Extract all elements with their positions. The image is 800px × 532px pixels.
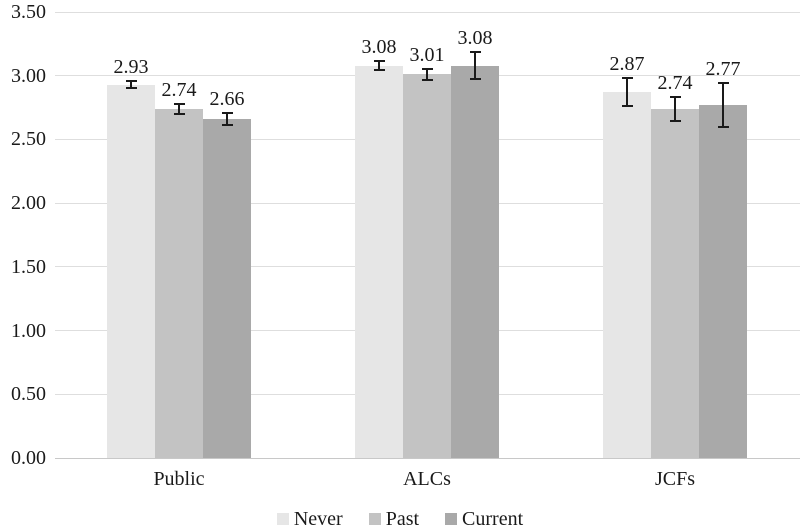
data-label: 2.66 bbox=[209, 87, 245, 110]
error-bar bbox=[378, 61, 380, 70]
category-label-public: Public bbox=[153, 468, 205, 490]
error-bar-cap-top bbox=[125, 79, 137, 82]
error-bar-cap-bottom bbox=[717, 125, 729, 128]
bar-past-alcs bbox=[403, 74, 451, 458]
legend-label: Current bbox=[462, 508, 524, 530]
error-bar-cap-top bbox=[221, 111, 233, 114]
data-label: 2.87 bbox=[609, 53, 645, 76]
y-tick-label: 0.50 bbox=[11, 383, 46, 406]
data-label: 3.08 bbox=[361, 36, 397, 59]
legend-label: Never bbox=[293, 508, 343, 530]
error-bar-cap-bottom bbox=[421, 78, 433, 81]
bar-current-jcfs bbox=[699, 105, 747, 458]
legend-item-never: Never bbox=[276, 507, 343, 531]
data-label: 2.74 bbox=[657, 71, 693, 94]
error-bar-cap-bottom bbox=[469, 77, 481, 80]
y-tick-label: 0.00 bbox=[11, 447, 46, 469]
error-bar-cap-bottom bbox=[221, 124, 233, 127]
legend-label: Past bbox=[385, 508, 420, 530]
error-bar-cap-bottom bbox=[669, 119, 681, 122]
bar-never-alcs bbox=[355, 65, 403, 458]
error-bar-cap-top bbox=[621, 77, 633, 80]
error-bar-cap-top bbox=[717, 82, 729, 85]
legend-swatch-icon bbox=[368, 513, 381, 525]
error-bar bbox=[626, 78, 628, 107]
x-axis-line bbox=[55, 457, 800, 459]
error-bar-cap-bottom bbox=[125, 87, 137, 90]
error-bar-cap-bottom bbox=[621, 105, 633, 108]
data-label: 3.08 bbox=[457, 27, 493, 50]
bar-current-alcs bbox=[451, 65, 499, 458]
legend-item-current: Current bbox=[445, 507, 523, 531]
data-label: 3.01 bbox=[409, 44, 445, 67]
y-tick-label: 1.00 bbox=[11, 319, 46, 342]
bar-never-public bbox=[107, 84, 155, 458]
y-tick-label: 1.50 bbox=[11, 255, 46, 278]
error-bar-cap-top bbox=[373, 60, 385, 63]
error-bar-cap-top bbox=[669, 95, 681, 98]
bar-current-public bbox=[203, 119, 251, 458]
y-tick-label: 3.50 bbox=[11, 1, 46, 23]
legend-swatch-icon bbox=[276, 513, 289, 525]
error-bar-cap-top bbox=[469, 51, 481, 54]
error-bar bbox=[722, 83, 724, 127]
data-label: 2.93 bbox=[113, 55, 149, 78]
error-bar bbox=[130, 80, 132, 89]
bar-past-public bbox=[155, 108, 203, 458]
legend-swatch-icon bbox=[445, 513, 458, 525]
error-bar bbox=[178, 103, 180, 114]
error-bar-cap-bottom bbox=[173, 112, 185, 115]
bar-never-jcfs bbox=[603, 92, 651, 458]
error-bar bbox=[674, 96, 676, 121]
data-label: 2.74 bbox=[161, 78, 197, 101]
category-label-jcfs: JCFs bbox=[654, 468, 696, 490]
error-bar-cap-top bbox=[173, 102, 185, 105]
y-tick-label: 2.00 bbox=[11, 192, 46, 215]
error-bar-cap-top bbox=[421, 68, 433, 71]
data-label: 2.77 bbox=[705, 58, 741, 81]
bar-past-jcfs bbox=[651, 108, 699, 458]
error-bar bbox=[426, 69, 428, 80]
error-bar bbox=[474, 52, 476, 79]
y-tick-label: 3.00 bbox=[11, 64, 46, 87]
error-bar bbox=[226, 112, 228, 126]
legend: Never Past Current bbox=[0, 506, 800, 532]
legend-item-past: Past bbox=[368, 507, 420, 531]
y-tick-label: 2.50 bbox=[11, 128, 46, 151]
category-label-alcs: ALCs bbox=[403, 468, 451, 490]
gridline bbox=[55, 11, 800, 13]
error-bar-cap-bottom bbox=[373, 68, 385, 71]
